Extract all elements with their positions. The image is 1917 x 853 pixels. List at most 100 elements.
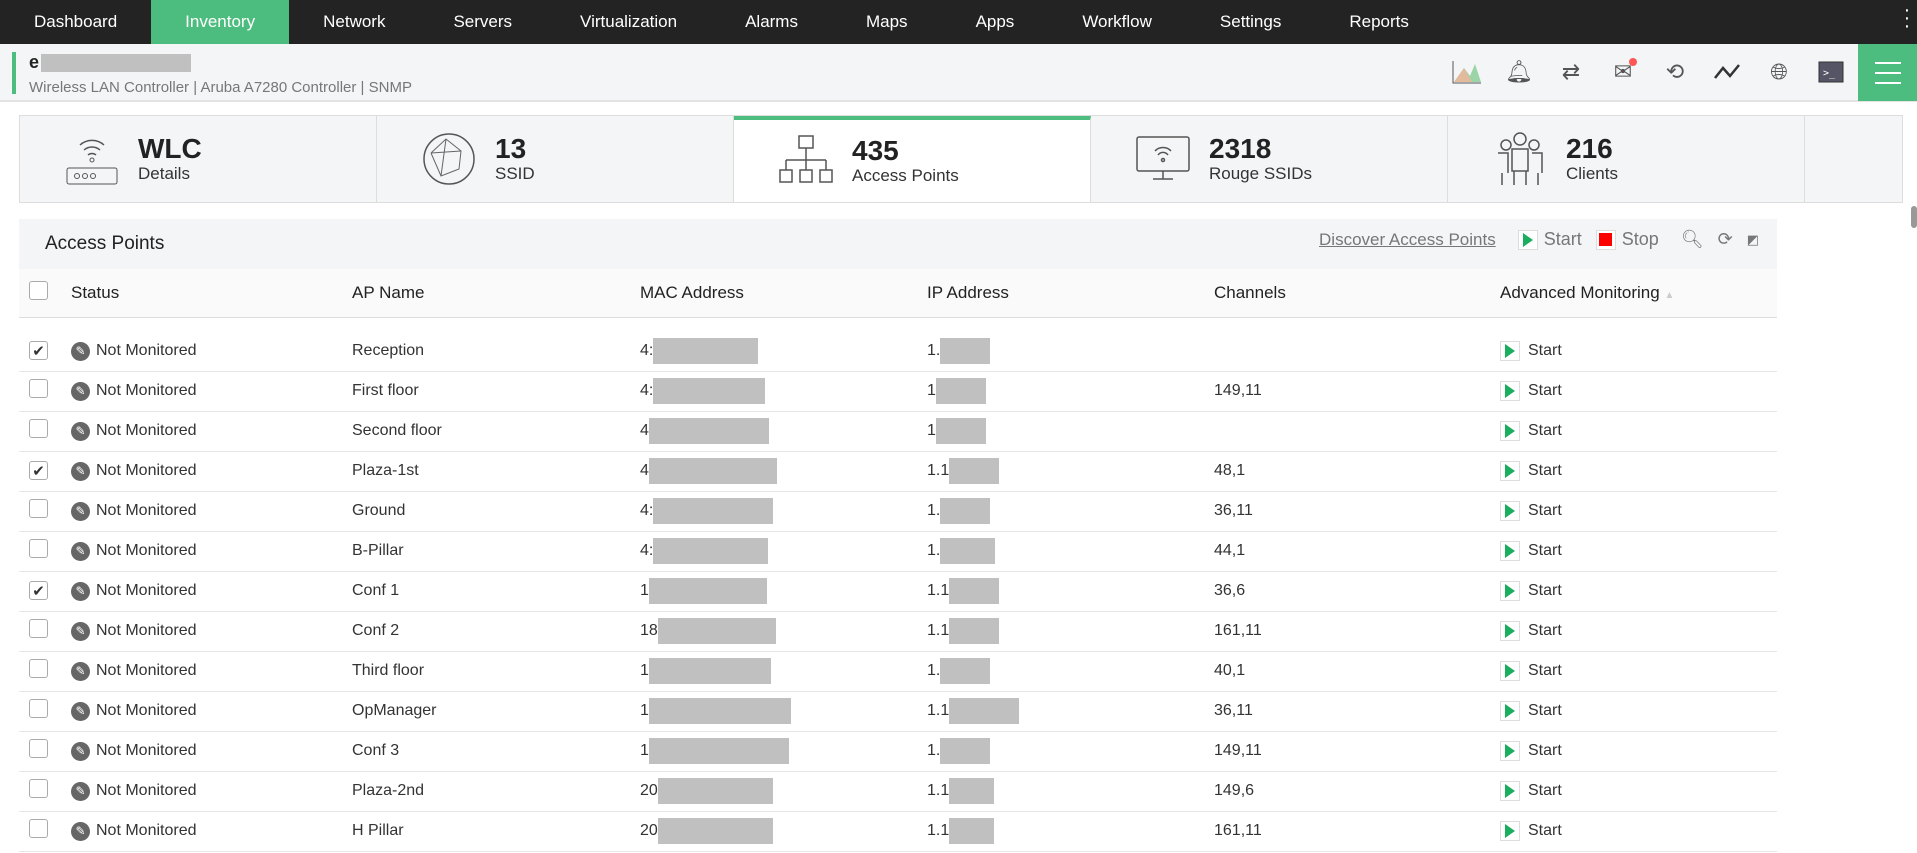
row-checkbox[interactable]: ✔ — [29, 461, 48, 481]
card-wlc-details[interactable]: WLC Details — [20, 116, 377, 202]
redacted-ip — [949, 698, 1020, 724]
table-row[interactable]: ✔ ✎ Not Monitored Reception 4: 1. Start — [19, 317, 1777, 372]
channels: 36,11 — [1214, 691, 1500, 732]
start-monitoring-button[interactable]: Start — [1500, 381, 1777, 401]
card-access-points[interactable]: 435 Access Points — [734, 116, 1091, 202]
nav-reports[interactable]: Reports — [1349, 12, 1409, 31]
start-monitoring-button[interactable]: Start — [1500, 741, 1777, 761]
table-row[interactable]: ✎ Not Monitored Third floor 1 1. 40,1 Sta… — [19, 651, 1777, 692]
start-monitoring-button[interactable]: Start — [1500, 661, 1777, 681]
col-status[interactable]: Status — [71, 269, 352, 318]
status-text: Not Monitored — [96, 742, 197, 759]
start-monitoring-button[interactable]: Start — [1500, 501, 1777, 521]
top-nav: Dashboard Inventory Network Servers Virtuali… — [0, 0, 1917, 44]
row-checkbox[interactable] — [29, 819, 48, 838]
sort-icon: ▲ — [1664, 289, 1675, 301]
row-checkbox[interactable] — [29, 379, 48, 398]
col-ip[interactable]: IP Address — [927, 269, 1214, 318]
play-icon — [1505, 384, 1515, 398]
nav-virtualization[interactable]: Virtualization — [580, 12, 678, 31]
ap-name: First floor — [352, 371, 640, 412]
row-checkbox[interactable] — [29, 419, 48, 438]
refresh-icon[interactable]: ⟳ — [1717, 229, 1733, 249]
col-advanced-monitoring[interactable]: Advanced Monitoring ▲ — [1500, 269, 1777, 318]
table-row[interactable]: ✎ Not Monitored B-Pillar 4: 1. 44,1 Start — [19, 531, 1777, 572]
table-row[interactable]: ✎ Not Monitored Conf 3 1 1. 149,11 Start — [19, 731, 1777, 772]
row-checkbox[interactable] — [29, 499, 48, 518]
card-rouge-ssids[interactable]: 2318 Rouge SSIDs — [1091, 116, 1448, 202]
ap-name: Conf 3 — [352, 731, 640, 772]
channels: 161,11 — [1214, 611, 1500, 652]
mail-icon[interactable]: ✉ — [1607, 56, 1639, 88]
col-ap-name[interactable]: AP Name — [352, 269, 640, 318]
row-checkbox[interactable] — [29, 619, 48, 638]
table-row[interactable]: ✎ Not Monitored First floor 4: 1 149,11 S… — [19, 371, 1777, 412]
start-monitoring-button[interactable]: Start — [1500, 781, 1777, 801]
status-text: Not Monitored — [96, 502, 197, 519]
status-text: Not Monitored — [96, 702, 197, 719]
card-clients[interactable]: 216 Clients — [1448, 116, 1805, 202]
start-monitoring-button[interactable]: Start — [1500, 621, 1777, 641]
table-row[interactable]: ✎ Not Monitored H Pillar 20 1.1 161,11 St… — [19, 811, 1777, 852]
nav-dashboard[interactable]: Dashboard — [34, 12, 118, 31]
nav-workflow[interactable]: Workflow — [1082, 12, 1152, 31]
row-checkbox[interactable]: ✔ — [29, 341, 48, 361]
stop-button[interactable]: Stop — [1595, 229, 1659, 250]
start-monitoring-button[interactable]: Start — [1500, 421, 1777, 441]
access-points-table: Status AP Name MAC Address IP Address Ch… — [19, 269, 1777, 852]
table-row[interactable]: ✎ Not Monitored OpManager 1 1.1 36,11 Sta… — [19, 691, 1777, 732]
channels — [1214, 317, 1500, 372]
nav-network[interactable]: Network — [323, 12, 386, 31]
nav-servers[interactable]: Servers — [453, 12, 513, 31]
start-monitoring-button[interactable]: Start — [1500, 821, 1777, 841]
row-checkbox[interactable] — [29, 659, 48, 678]
terminal-icon[interactable]: >_ — [1815, 56, 1847, 88]
table-row[interactable]: ✎ Not Monitored Ground 4: 1. 36,11 Start — [19, 491, 1777, 532]
mac-address: 20 — [640, 811, 927, 852]
start-monitoring-button[interactable]: Start — [1500, 341, 1777, 361]
start-button[interactable]: Start — [1517, 229, 1582, 250]
not-monitored-icon: ✎ — [71, 341, 90, 361]
stop-icon — [1599, 233, 1613, 246]
more-icon[interactable]: · · · — [1903, 0, 1911, 37]
workflow-icon[interactable]: ⇄ — [1561, 59, 1581, 84]
nav-maps[interactable]: Maps — [865, 12, 908, 31]
table-row[interactable]: ✎ Not Monitored Conf 2 18 1.1 161,11 Star… — [19, 611, 1777, 652]
loop-icon[interactable]: ⟲ — [1665, 59, 1685, 84]
table-row[interactable]: ✔ ✎ Not Monitored Plaza-1st 4 1.1 48,1 St… — [19, 451, 1777, 492]
select-all-checkbox[interactable] — [29, 280, 48, 300]
device-subtitle: Wireless LAN Controller | Aruba A7280 Co… — [29, 79, 412, 96]
table-row[interactable]: ✎ Not Monitored Plaza-2nd 20 1.1 149,6 St… — [19, 771, 1777, 812]
nav-apps[interactable]: Apps — [975, 12, 1015, 31]
discover-access-points-link[interactable]: Discover Access Points — [1319, 229, 1496, 249]
col-channels[interactable]: Channels — [1214, 269, 1500, 318]
alarm-bell-icon[interactable]: 🔔︎ — [1505, 59, 1533, 84]
start-monitoring-button[interactable]: Start — [1500, 701, 1777, 721]
start-monitoring-button[interactable]: Start — [1500, 541, 1777, 561]
row-checkbox[interactable] — [29, 699, 48, 718]
scrollbar[interactable] — [1911, 206, 1917, 228]
search-icon[interactable]: 🔍︎ — [1680, 229, 1704, 249]
col-mac[interactable]: MAC Address — [640, 269, 927, 318]
row-checkbox[interactable] — [29, 779, 48, 798]
table-row[interactable]: ✎ Not Monitored Second floor 4 1 Start — [19, 411, 1777, 452]
table-row[interactable]: ✔ ✎ Not Monitored Conf 1 1 1.1 36,6 Start — [19, 571, 1777, 612]
collapse-icon[interactable]: ◩ — [1746, 231, 1759, 247]
graph-icon[interactable] — [1711, 56, 1743, 88]
row-checkbox[interactable] — [29, 739, 48, 758]
ap-name: Plaza-1st — [352, 451, 640, 492]
row-checkbox[interactable]: ✔ — [29, 581, 48, 601]
nav-inventory[interactable]: Inventory — [151, 0, 290, 44]
chart-icon[interactable] — [1451, 56, 1483, 88]
channels: 44,1 — [1214, 531, 1500, 572]
card-ssid[interactable]: 13 SSID — [377, 116, 734, 202]
start-monitoring-button[interactable]: Start — [1500, 581, 1777, 601]
nav-settings[interactable]: Settings — [1219, 12, 1282, 31]
nav-alarms[interactable]: Alarms — [745, 12, 798, 31]
globe-network-icon — [421, 131, 477, 187]
globe-icon[interactable]: 🌐︎ — [1770, 59, 1788, 84]
row-checkbox[interactable] — [29, 539, 48, 558]
start-monitoring-button[interactable]: Start — [1500, 461, 1777, 481]
menu-button[interactable] — [1858, 44, 1917, 101]
ap-name: Plaza-2nd — [352, 771, 640, 812]
